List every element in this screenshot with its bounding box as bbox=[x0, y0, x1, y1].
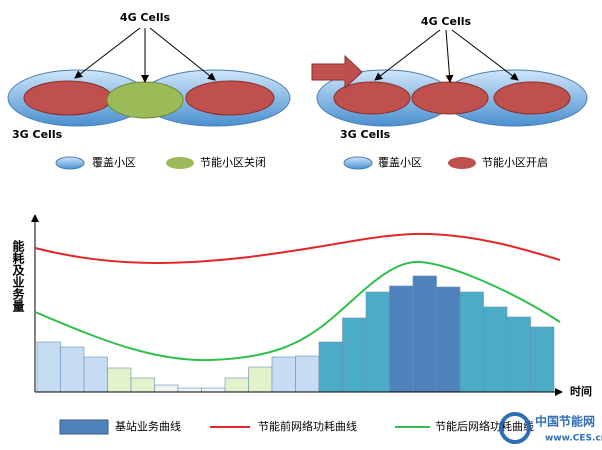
legend-label: 节能小区开启 bbox=[482, 155, 548, 169]
traffic-bar bbox=[154, 384, 179, 393]
arrow bbox=[149, 27, 216, 81]
watermark-name: 中国节能网 bbox=[535, 414, 595, 429]
curve-before bbox=[34, 232, 561, 264]
left-diagram: 4G Cells 3G Cells 覆盖小区 节能小区关闭 bbox=[7, 11, 291, 170]
cell-4g-on bbox=[185, 80, 275, 116]
traffic-bar bbox=[271, 356, 296, 393]
y-label: 能耗及业务量 bbox=[11, 239, 25, 312]
arrow bbox=[445, 29, 454, 83]
arrow bbox=[74, 27, 141, 79]
legend-label: 节能前网络功耗曲线 bbox=[258, 419, 357, 433]
traffic-bar bbox=[506, 316, 531, 393]
traffic-bar bbox=[412, 275, 437, 393]
legend-swatch bbox=[59, 419, 109, 435]
right-diagram: 4G Cells 3G Cells 覆盖小区 节能小区开启 bbox=[311, 15, 588, 170]
cell-4g-off bbox=[106, 81, 184, 119]
logo bbox=[499, 412, 531, 444]
x-label: 时间 bbox=[570, 384, 592, 398]
label: 3G Cells bbox=[340, 128, 391, 141]
traffic-bar bbox=[342, 317, 367, 393]
legend-label: 基站业务曲线 bbox=[115, 419, 181, 433]
legend-label: 覆盖小区 bbox=[378, 155, 422, 169]
watermark-url: www.CES.cn bbox=[545, 434, 602, 444]
legend-label: 节能小区关闭 bbox=[200, 155, 266, 169]
traffic-bar bbox=[389, 285, 414, 393]
traffic-bar bbox=[295, 355, 320, 393]
bars bbox=[36, 275, 555, 393]
arrow bbox=[451, 29, 519, 81]
cell-4g-on bbox=[493, 81, 571, 115]
legend-swatch bbox=[343, 156, 373, 170]
label: 4G Cells bbox=[120, 11, 171, 24]
chart: 能耗及业务量 时间 基站业务曲线 节能前网络功耗曲线 节能后网络功耗曲线 bbox=[11, 214, 592, 435]
watermark: 中国节能网 www.CES.cn bbox=[499, 412, 602, 444]
traffic-bar bbox=[318, 341, 343, 393]
legend-label: 覆盖小区 bbox=[92, 155, 136, 169]
traffic-bar bbox=[83, 356, 108, 393]
traffic-bar bbox=[436, 286, 461, 393]
legend-swatch bbox=[448, 157, 476, 169]
cell-4g-on bbox=[333, 81, 411, 115]
traffic-bar bbox=[248, 366, 273, 393]
cell-4g-on bbox=[23, 80, 113, 116]
traffic-bar bbox=[530, 326, 555, 393]
curve-after bbox=[34, 260, 561, 362]
traffic-bar bbox=[177, 387, 202, 393]
big-arrow bbox=[311, 54, 363, 90]
arrow bbox=[374, 29, 441, 81]
label: 3G Cells bbox=[12, 128, 63, 141]
legend-swatch bbox=[55, 156, 85, 170]
traffic-bar bbox=[130, 377, 155, 393]
traffic-bar bbox=[36, 341, 61, 393]
traffic-bar bbox=[365, 291, 390, 393]
legend-label: 节能后网络功耗曲线 bbox=[435, 419, 534, 433]
label: 4G Cells bbox=[421, 15, 472, 28]
traffic-bar bbox=[107, 367, 132, 393]
traffic-bar bbox=[459, 291, 484, 393]
traffic-bar bbox=[201, 387, 226, 393]
traffic-bar bbox=[224, 377, 249, 393]
legend-swatch bbox=[166, 157, 194, 169]
traffic-bar bbox=[483, 306, 508, 393]
cell-4g-on bbox=[411, 81, 489, 115]
traffic-bar bbox=[60, 346, 85, 393]
